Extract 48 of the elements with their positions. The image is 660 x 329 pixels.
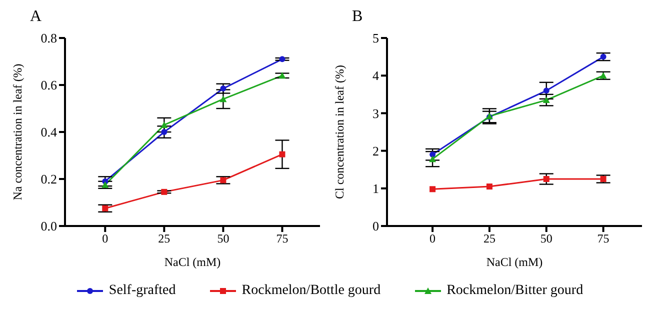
x-tick-label: 75	[597, 232, 610, 246]
y-tick-label: 2	[372, 143, 379, 158]
point	[430, 186, 436, 192]
x-tick-label: 0	[102, 232, 108, 246]
y-tick-label: 5	[372, 30, 379, 46]
x-tick-label: 50	[217, 232, 230, 246]
y-tick-label: 0.0	[40, 218, 57, 234]
point	[279, 56, 286, 62]
y-tick-label: 0.4	[40, 124, 58, 140]
point	[543, 176, 550, 182]
point	[543, 88, 550, 94]
point	[161, 129, 168, 135]
point	[279, 151, 286, 158]
y-tick-label: 1	[372, 181, 379, 196]
point	[220, 177, 226, 184]
x-axis-title: NaCl (mM)	[486, 255, 543, 269]
x-tick-label: 75	[276, 232, 288, 246]
chart-title: A	[30, 8, 42, 26]
x-tick-label: 50	[540, 232, 552, 246]
y-tick-label: 3	[372, 106, 379, 121]
point	[160, 121, 168, 128]
y-tick-label: 0.2	[40, 172, 57, 187]
point	[600, 54, 606, 60]
point	[220, 86, 226, 92]
point	[161, 188, 168, 195]
point	[486, 184, 492, 190]
y-tick-label: 0.8	[40, 30, 57, 46]
y-axis-title: Cl concentration in leaf (%)	[332, 65, 346, 199]
y-tick-label: 0	[372, 218, 379, 234]
legend-label: Self-grafted	[108, 283, 176, 299]
legend-label: Rockmelon/Bitter gourd	[446, 283, 584, 299]
point	[600, 176, 606, 182]
y-tick-label: 0.6	[40, 78, 58, 93]
point	[278, 72, 286, 79]
chart-title: B	[352, 8, 363, 26]
y-tick-label: 4	[372, 68, 380, 84]
legend-label: Rockmelon/Bottle gourd	[242, 283, 381, 299]
x-tick-label: 0	[430, 232, 436, 246]
point	[429, 156, 436, 162]
x-axis-title: NaCl (mM)	[164, 255, 221, 269]
point	[430, 152, 436, 158]
x-tick-label: 25	[158, 232, 170, 246]
point	[220, 96, 227, 102]
point	[102, 205, 108, 212]
y-axis-title: Na concentration in leaf (%)	[10, 64, 24, 200]
point	[542, 96, 550, 104]
point	[600, 72, 607, 79]
x-tick-label: 25	[483, 232, 496, 246]
